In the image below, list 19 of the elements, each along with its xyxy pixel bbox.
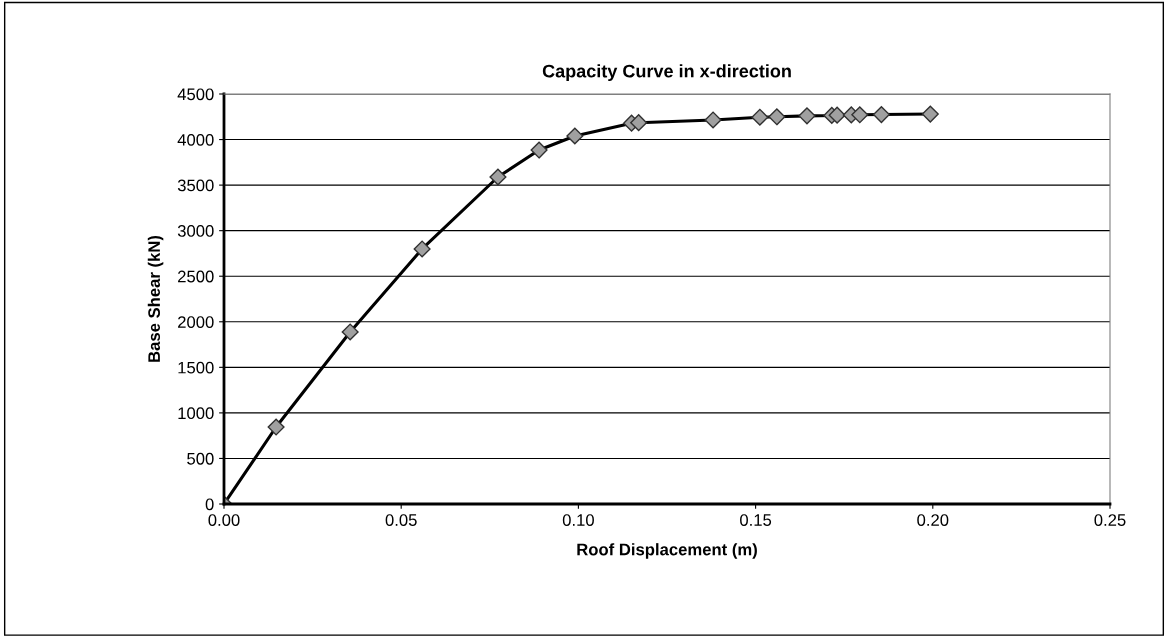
x-axis-title: Roof Displacement (m) bbox=[577, 543, 757, 559]
y-tick-label: 500 bbox=[187, 452, 214, 465]
y-tick-label: 3000 bbox=[177, 225, 214, 237]
y-tick-label: 4000 bbox=[177, 133, 214, 146]
x-tick-label: 0.10 bbox=[562, 514, 594, 526]
y-axis-title: Base Shear (kN) bbox=[147, 235, 164, 362]
x-tick-label: 0.00 bbox=[208, 514, 240, 526]
x-tick-label: 0.25 bbox=[1094, 514, 1126, 526]
y-tick-label: 1500 bbox=[178, 361, 214, 374]
y-tick-label: 2000 bbox=[178, 316, 214, 328]
x-tick-label: 0.15 bbox=[740, 514, 772, 526]
y-tick-label: 4500 bbox=[177, 88, 214, 101]
y-tick-label: 0 bbox=[205, 498, 214, 511]
chart-title: Capacity Curve in x-direction bbox=[542, 64, 791, 82]
y-tick-label: 1000 bbox=[178, 407, 214, 420]
x-tick-label: 0.05 bbox=[385, 514, 417, 526]
y-tick-label: 2500 bbox=[178, 270, 214, 283]
y-tick-label: 3500 bbox=[177, 179, 214, 192]
x-tick-label: 0.20 bbox=[917, 514, 949, 526]
